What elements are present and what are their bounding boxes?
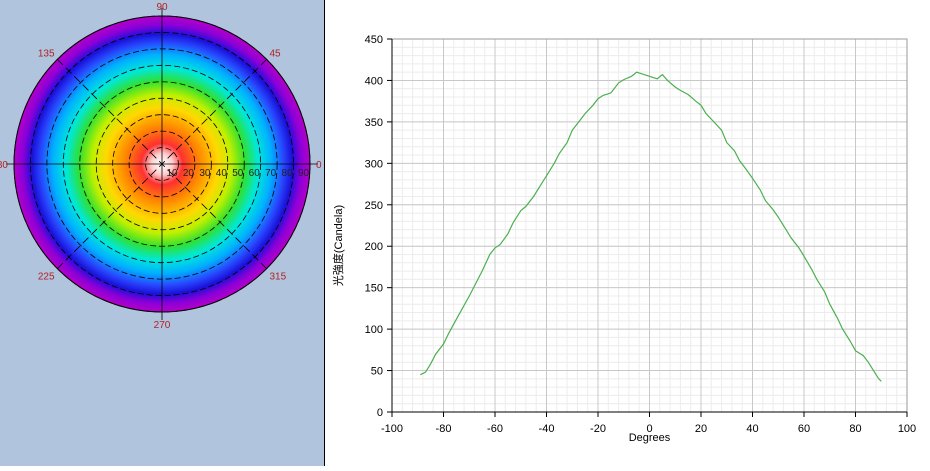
polar-ring-label: 10 — [166, 168, 178, 179]
y-tick-label: 200 — [365, 241, 383, 253]
y-tick-label: 250 — [365, 200, 383, 212]
polar-ring-label: 60 — [249, 168, 261, 179]
polar-angle-label: 315 — [269, 271, 286, 282]
polar-angle-label: 270 — [154, 320, 171, 331]
x-tick-label: 20 — [695, 423, 707, 435]
intensity-line-chart: -100 -80 -60 -40 -20 0 20 40 60 80 100 0 50 100 150 20… — [331, 34, 916, 444]
y-tick-label: 450 — [365, 34, 383, 46]
polar-ring-label: 30 — [199, 168, 211, 179]
x-tick-label: -60 — [487, 423, 503, 435]
polar-ring-labels: 10 20 30 40 50 60 70 80 90 — [166, 168, 309, 179]
x-tick-label: 80 — [849, 423, 861, 435]
x-tick-labels: -100 -80 -60 -40 -20 0 20 40 60 80 100 — [381, 423, 916, 435]
x-tick-label: 60 — [798, 423, 810, 435]
line-chart-panel: -100 -80 -60 -40 -20 0 20 40 60 80 100 0 50 100 150 20… — [325, 0, 930, 466]
panel-divider — [324, 0, 325, 466]
polar-ring-label: 80 — [282, 168, 294, 179]
polar-intensity-plot: 10 20 30 40 50 60 70 80 90 90 45 0 315 270 225 180 135 — [0, 2, 322, 331]
polar-angle-labels: 90 45 0 315 270 225 180 135 — [0, 2, 322, 331]
polar-angle-label: 225 — [38, 271, 55, 282]
y-tick-label: 400 — [365, 75, 383, 87]
intensity-series-line — [420, 71, 882, 382]
y-axis-label: 光強度(Candela) — [331, 205, 345, 286]
polar-diagonal — [57, 59, 267, 269]
x-tick-label: 0 — [646, 423, 652, 435]
chart-major-grid — [391, 38, 908, 413]
polar-grid — [6, 8, 318, 320]
polar-angle-label: 45 — [269, 49, 281, 60]
y-tick-label: 150 — [365, 283, 383, 295]
polar-ring-label: 50 — [232, 168, 244, 179]
x-tick-label: 40 — [746, 423, 758, 435]
x-tick-label: -80 — [436, 423, 452, 435]
polar-plot-panel: 10 20 30 40 50 60 70 80 90 90 45 0 315 270 225 180 135 — [0, 0, 324, 466]
x-axis-label: Degrees — [629, 432, 671, 444]
y-tick-labels: 0 50 100 150 200 250 300 350 400 450 — [365, 34, 383, 419]
polar-ring-label: 20 — [183, 168, 195, 179]
y-tick-label: 0 — [377, 407, 383, 419]
x-tick-label: 100 — [898, 423, 916, 435]
y-tick-label: 300 — [365, 158, 383, 170]
polar-angle-label: 180 — [0, 160, 8, 171]
polar-ring-label: 90 — [298, 168, 310, 179]
polar-angle-label: 135 — [38, 49, 55, 60]
x-tick-label: -20 — [590, 423, 606, 435]
polar-angle-label: 0 — [316, 160, 322, 171]
y-tick-label: 100 — [365, 324, 383, 336]
x-tick-label: -100 — [381, 423, 403, 435]
chart-axes — [387, 38, 908, 417]
y-tick-label: 50 — [371, 366, 383, 378]
polar-angle-label: 90 — [156, 2, 168, 13]
polar-ring-label: 40 — [216, 168, 228, 179]
y-tick-label: 350 — [365, 117, 383, 129]
x-tick-label: -40 — [539, 423, 555, 435]
polar-ring-label: 70 — [265, 168, 277, 179]
